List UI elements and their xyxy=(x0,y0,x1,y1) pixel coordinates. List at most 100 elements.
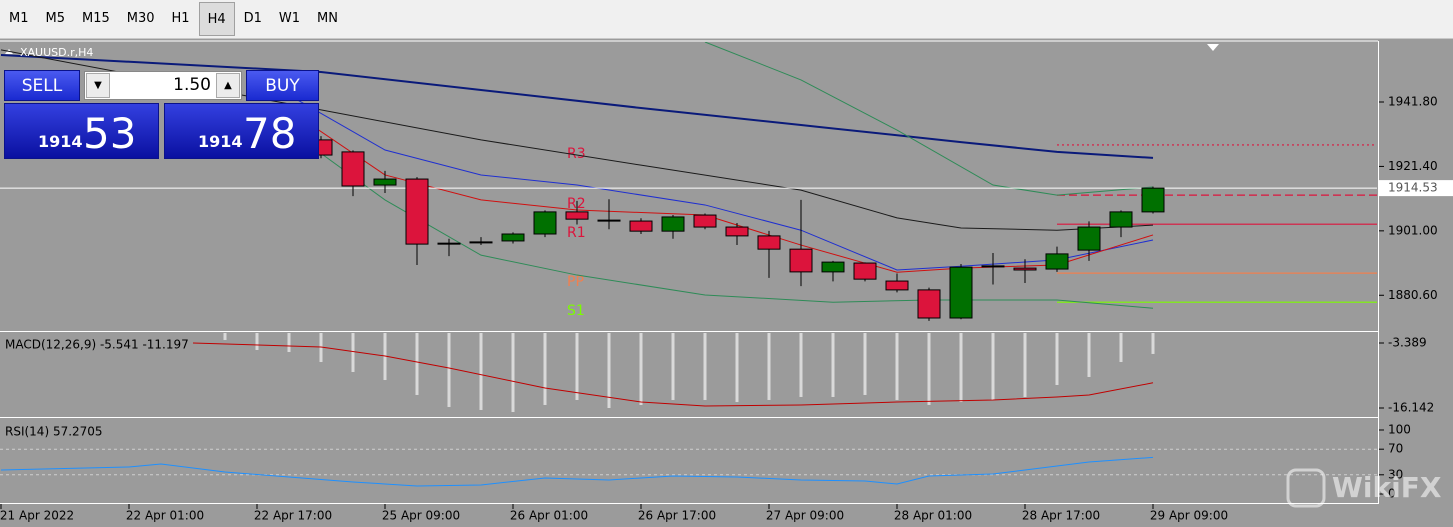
y-tick-label: 1921.40 xyxy=(1388,159,1438,173)
macd-bar xyxy=(543,333,547,405)
watermark: WikiFX xyxy=(1332,471,1442,504)
candle-body xyxy=(693,214,717,228)
macd-bar xyxy=(927,333,931,405)
macd-bar xyxy=(351,333,355,373)
x-tick-label: 28 Apr 17:00 xyxy=(1022,509,1100,523)
timeframe-button[interactable]: M15 xyxy=(82,11,110,26)
symbol-title: XAUUSD.r,H4 xyxy=(20,46,93,59)
macd-bar xyxy=(799,333,803,397)
pivot-label: R1 xyxy=(567,225,586,241)
x-tick-label: 26 Apr 17:00 xyxy=(638,509,716,523)
current-price-box xyxy=(1379,180,1453,197)
macd-bar xyxy=(1151,333,1155,354)
x-tick-label: 25 Apr 09:00 xyxy=(382,509,460,523)
x-tick-label: 26 Apr 01:00 xyxy=(510,509,588,523)
candle-body xyxy=(373,178,397,186)
pane: R3 R2 R1 PP S1 xyxy=(0,42,1377,321)
candle-body xyxy=(501,233,525,242)
current-price-label: 1914.53 xyxy=(1388,181,1438,195)
timeframe-button[interactable]: M30 xyxy=(126,11,155,26)
pane xyxy=(0,448,1377,487)
y-tick-label: 100 xyxy=(1388,422,1411,436)
buy-button[interactable]: BUY xyxy=(246,70,319,101)
macd-bar xyxy=(767,333,771,400)
timeframe-button[interactable]: M1 xyxy=(9,11,29,26)
macd-bar xyxy=(671,333,675,400)
y-tick-label: -16.142 xyxy=(1388,401,1434,415)
candle-body xyxy=(469,241,493,244)
candle-body xyxy=(757,235,781,250)
trade-panel: SELL ▼ 1.50 ▲ BUY 1914 53 1914 78 xyxy=(4,70,319,159)
macd-bar xyxy=(383,333,387,381)
x-tick-label: 28 Apr 01:00 xyxy=(894,509,972,523)
moving-average xyxy=(704,42,1154,196)
y-tick-label: 1941.80 xyxy=(1388,95,1438,109)
macd-bar xyxy=(223,333,227,340)
ask-pips: 78 xyxy=(243,109,297,158)
timeframe-button[interactable]: H4 xyxy=(198,2,235,36)
candle-body xyxy=(1141,187,1165,213)
pivot-label: PP xyxy=(567,274,584,290)
watermark-group: WikiFX xyxy=(1286,468,1442,508)
y-tick-label: -3.389 xyxy=(1388,335,1427,349)
macd-bar xyxy=(959,333,963,403)
y-tick-label: 1880.60 xyxy=(1388,288,1438,302)
y-tick-label: 0 xyxy=(1388,486,1396,500)
macd-bar xyxy=(1087,333,1091,377)
ask-quote[interactable]: 1914 78 xyxy=(164,103,319,159)
macd-bar xyxy=(735,333,739,403)
macd-bar xyxy=(319,333,323,363)
lot-down[interactable]: ▼ xyxy=(86,73,110,98)
macd-bar xyxy=(1055,333,1059,386)
timeframe-button[interactable]: M5 xyxy=(45,11,66,26)
x-tick-label: 29 Apr 09:00 xyxy=(1150,509,1228,523)
moving-average xyxy=(288,109,1154,273)
timeframe-button[interactable]: W1 xyxy=(278,11,301,26)
timeframe-button[interactable]: D1 xyxy=(243,11,262,26)
candle-body xyxy=(853,262,877,280)
x-tick-label: 22 Apr 17:00 xyxy=(254,509,332,523)
bid-quote[interactable]: 1914 53 xyxy=(4,103,159,159)
x-tick-label: 22 Apr 01:00 xyxy=(126,509,204,523)
watermark-icon xyxy=(1286,468,1326,508)
ask-figure: 1914 xyxy=(198,132,243,151)
candle-body xyxy=(629,220,653,232)
shift-marker xyxy=(1207,44,1219,51)
lot-input[interactable]: 1.50 xyxy=(173,75,211,95)
moving-average xyxy=(0,49,1154,231)
macd-bar xyxy=(447,333,451,408)
candle-body xyxy=(1109,211,1133,228)
y-tick-label: 1901.00 xyxy=(1388,223,1438,237)
macd-bar xyxy=(287,333,291,353)
macd-bar xyxy=(863,333,867,395)
macd-bar xyxy=(1023,333,1027,397)
lot-up[interactable]: ▲ xyxy=(216,73,240,98)
macd-bar xyxy=(255,333,259,350)
candle-body xyxy=(917,289,941,319)
candle-body xyxy=(1013,267,1037,271)
macd-bar xyxy=(703,333,707,400)
x-tick-label: 21 Apr 2022 xyxy=(0,509,74,523)
candle-body xyxy=(437,242,461,245)
macd-bar xyxy=(607,333,611,408)
timeframe-button[interactable]: MN xyxy=(317,11,338,26)
macd-bar xyxy=(895,333,899,400)
candle-body xyxy=(597,219,621,222)
plot-layer: R3 R2 R1 PP S1 1941.80 1921.40 1901.00 1880.60 19… xyxy=(0,42,1453,523)
pivot-label: R3 xyxy=(567,146,586,162)
y-tick-label: 70 xyxy=(1388,442,1403,456)
macd-bar xyxy=(639,333,643,405)
candle-body xyxy=(533,211,557,235)
timeframe-button[interactable]: H1 xyxy=(171,11,190,26)
moving-average xyxy=(288,94,1154,271)
candle-body xyxy=(789,248,813,273)
candle-body xyxy=(821,261,845,273)
macd-bar xyxy=(575,333,579,400)
x-tick-label: 27 Apr 09:00 xyxy=(766,509,844,523)
sell-button[interactable]: SELL xyxy=(4,70,80,101)
macd-bar xyxy=(991,333,995,400)
macd-bar xyxy=(479,333,483,410)
macd-bar xyxy=(1119,333,1123,363)
candle-body xyxy=(405,178,429,245)
